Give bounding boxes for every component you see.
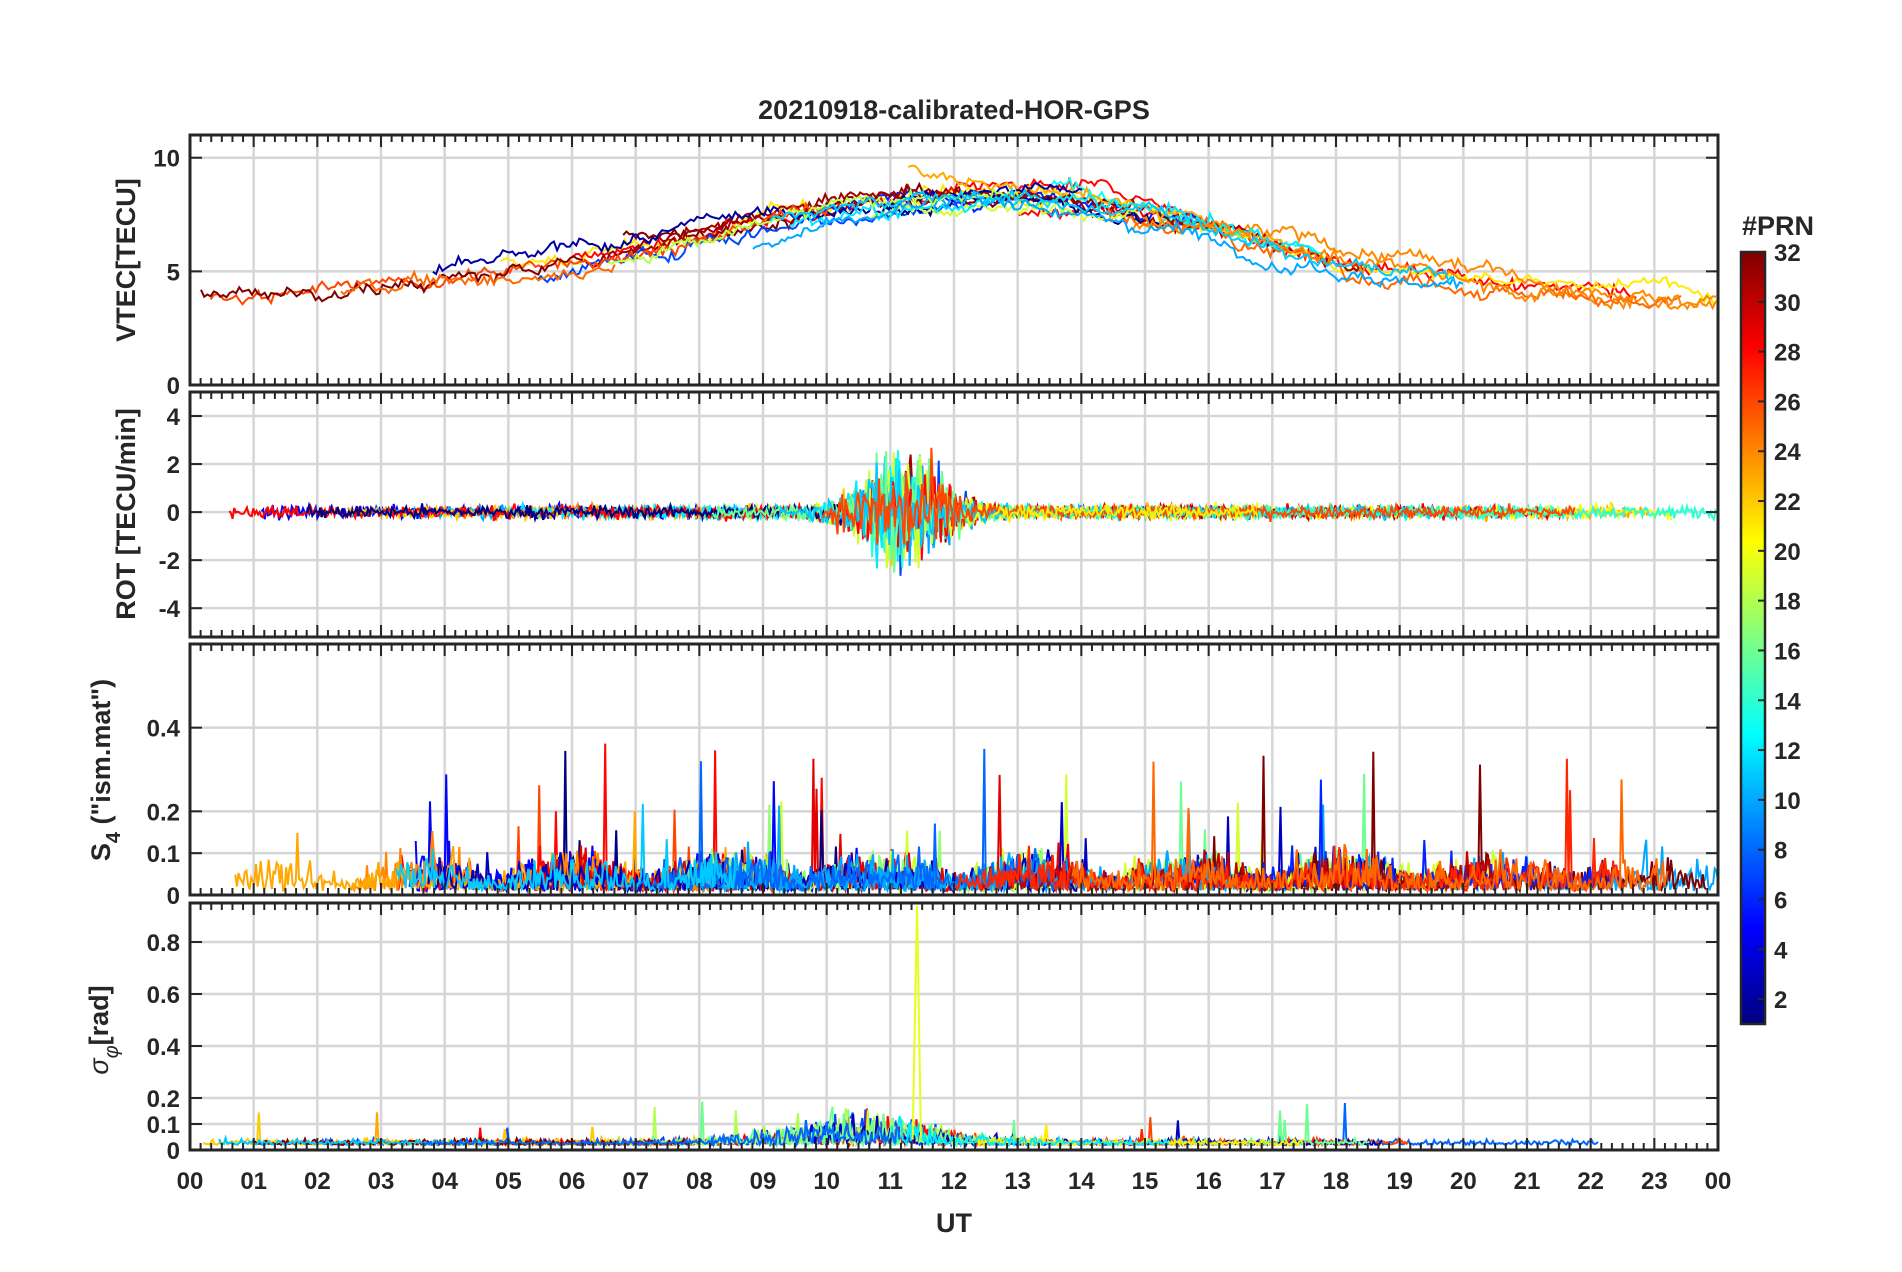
x-tick-label: 11	[878, 1168, 903, 1195]
y-tick-label: 0.1	[147, 841, 180, 868]
colorbar-tick-label: 28	[1774, 340, 1801, 367]
prn-series-line	[395, 803, 738, 894]
x-tick-label: 19	[1386, 1168, 1413, 1195]
colorbar-tick-label: 22	[1774, 489, 1801, 516]
colorbar-tick-label: 26	[1774, 389, 1801, 416]
series-lines	[200, 164, 1718, 311]
y-tick-label: -2	[159, 548, 180, 575]
x-tick-label: 09	[750, 1168, 777, 1195]
y-axis-label: VTEC[TECU]	[111, 178, 141, 342]
panel-vtec: 0 5 10 VTEC[TECU]	[111, 133, 1720, 400]
prn-series-line	[769, 186, 1456, 283]
y-tick-label: 0.1	[147, 1112, 180, 1139]
y-tick-label: 0.8	[147, 930, 180, 957]
prn-series-line	[421, 1119, 901, 1148]
colorbar-tick-label: 2	[1774, 987, 1787, 1014]
prn-series-line	[993, 502, 1259, 525]
prn-series-line	[907, 164, 1288, 247]
panel-sigma-phi: 00.10.2 0.4 0.6 0.8 σφ[rad]	[84, 901, 1720, 1165]
x-tick-label: 08	[686, 1168, 713, 1195]
colorbar-tick-label: 16	[1774, 638, 1801, 665]
prn-series-line	[890, 1115, 1170, 1148]
y-tick-label: 0.2	[147, 1086, 180, 1113]
x-tick-label: 20	[1450, 1168, 1477, 1195]
panel-s4: 0 0.1 0.2 0.4 S4 ("ism.mat")	[86, 642, 1720, 910]
x-tick-label: 17	[1259, 1168, 1286, 1195]
x-tick-label: 18	[1323, 1168, 1350, 1195]
x-tick-label: 00	[177, 1168, 204, 1195]
y-tick-label: 2	[167, 452, 180, 479]
prn-series-line	[1142, 215, 1717, 309]
x-tick-label: 21	[1514, 1168, 1541, 1195]
x-tick-label: 16	[1195, 1168, 1222, 1195]
x-axis-label: UT	[936, 1208, 972, 1238]
x-tick-label: 03	[368, 1168, 395, 1195]
x-tick-label: 14	[1068, 1168, 1095, 1195]
sigma-phi-peak	[911, 905, 922, 1140]
series-lines	[228, 447, 1718, 576]
y-tick-label: 0.4	[147, 716, 181, 743]
colorbar-tick-label: 14	[1774, 688, 1801, 715]
x-tick-label: 04	[431, 1168, 458, 1195]
x-tick-label: 05	[495, 1168, 522, 1195]
x-tick-labels: 00 01 02 03 04 05 06 07 08 09 10 11 12 13 14 15 16 17 18 19…	[177, 1168, 1732, 1195]
y-tick-label: 0	[167, 373, 180, 400]
colorbar-tick-label: 6	[1774, 887, 1787, 914]
colorbar-title: #PRN	[1742, 211, 1814, 241]
y-tick-label: 0	[167, 1138, 180, 1165]
x-tick-label: 15	[1132, 1168, 1159, 1195]
prn-series-line	[752, 190, 1464, 291]
x-tick-label: 10	[813, 1168, 840, 1195]
colorbar-tick-label: 8	[1774, 838, 1787, 865]
y-tick-label: 0.6	[147, 982, 180, 1009]
colorbar-tick-label: 18	[1774, 589, 1801, 616]
x-tick-label: 00	[1705, 1168, 1732, 1195]
y-tick-label: 5	[167, 259, 180, 286]
x-tick-label: 01	[240, 1168, 267, 1195]
colorbar-tick-label: 20	[1774, 539, 1801, 566]
colorbar-tick-label: 30	[1774, 290, 1801, 317]
prn-series-line	[1071, 761, 1669, 894]
prn-series-line	[1106, 204, 1682, 310]
y-tick-label: 0	[167, 883, 180, 910]
y-axis-label: S4 ("ism.mat")	[86, 679, 125, 861]
x-tick-label: 22	[1577, 1168, 1604, 1195]
prn-series-line	[209, 201, 830, 306]
chart-title: 20210918-calibrated-HOR-GPS	[758, 95, 1150, 125]
x-tick-label: 23	[1641, 1168, 1668, 1195]
y-axis-label: ROT [TECU/min]	[111, 408, 141, 619]
colorbar-tick-label: 12	[1774, 738, 1801, 765]
y-axis-label: σφ[rad]	[84, 985, 123, 1074]
y-tick-label: 0	[167, 500, 180, 527]
colorbar-tick-label: 4	[1774, 937, 1788, 964]
colorbar-tick-label: 24	[1774, 439, 1801, 466]
x-tick-label: 06	[559, 1168, 586, 1195]
colorbar-tick-label: 32	[1774, 240, 1801, 267]
prn-series-line	[340, 264, 616, 296]
x-tick-label: 12	[941, 1168, 968, 1195]
y-tick-label: 4	[167, 404, 181, 431]
y-tick-label: 0.4	[147, 1034, 181, 1061]
x-tick-label: 07	[622, 1168, 649, 1195]
colorbar-gradient	[1739, 250, 1767, 1026]
colorbar-tick-label: 10	[1774, 788, 1801, 815]
y-tick-label: 0.2	[147, 799, 180, 826]
series-lines	[202, 905, 1599, 1149]
x-tick-label: 02	[304, 1168, 331, 1195]
y-tick-label: 10	[153, 146, 180, 173]
panel-rot: -4 -2 0 2 4 ROT [TECU/min]	[111, 390, 1720, 639]
x-tick-label: 13	[1004, 1168, 1031, 1195]
y-tick-label: -4	[159, 596, 181, 623]
prn-series-line	[200, 254, 584, 303]
